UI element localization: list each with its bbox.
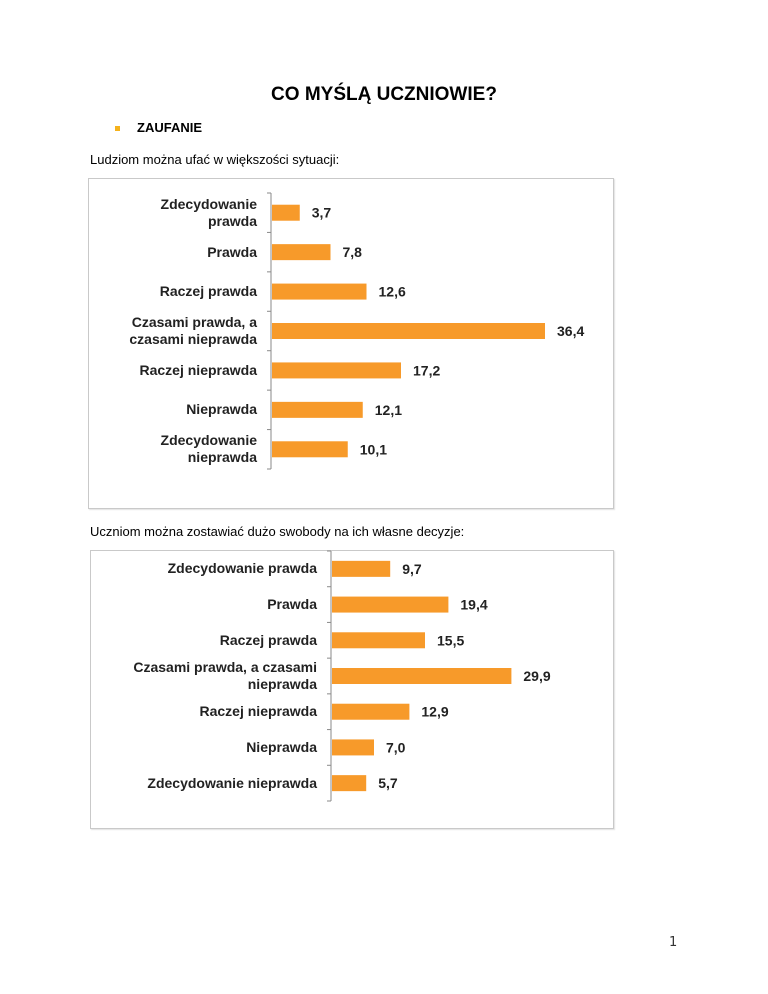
- category-label: Zdecydowanie nieprawda: [161, 432, 257, 466]
- category-label-line: Nieprawda: [246, 738, 317, 755]
- category-label-line: Raczej prawda: [159, 283, 257, 300]
- data-label: 29,9: [523, 668, 550, 684]
- category-label: Czasami prawda, a czasami nieprawda: [133, 659, 317, 693]
- category-label-line: Prawda: [207, 243, 257, 260]
- data-label: 36,4: [557, 323, 584, 339]
- bar: [272, 204, 300, 221]
- bar: [272, 401, 363, 418]
- category-label-line: Raczej nieprawda: [199, 703, 318, 720]
- data-label: 17,2: [413, 362, 440, 378]
- bar: [272, 244, 331, 261]
- data-label: 9,7: [402, 561, 422, 577]
- data-label: 7,8: [343, 244, 363, 260]
- category-label-line: Prawda: [267, 596, 317, 613]
- chart-svg: 3,7 7,8 12,6 36,4 17,2 12,1 10,1: [267, 192, 584, 470]
- data-label: 3,7: [312, 205, 332, 221]
- page-number: 1: [669, 935, 678, 950]
- category-label-line: Zdecydowanie: [160, 432, 257, 449]
- category-label: Raczej prawda: [160, 283, 257, 300]
- category-label-line: Czasami prawda, a czasami: [133, 659, 317, 675]
- bar: [332, 668, 512, 684]
- bar: [332, 703, 410, 720]
- chart-svg: 9,7 19,4 15,5 29,9 12,9 7,0 5,7: [327, 550, 551, 802]
- bar: [332, 739, 374, 756]
- category-label: Zdecydowanie prawda: [168, 560, 317, 577]
- category-label-line: Zdecydowanie nieprawda: [147, 774, 317, 791]
- category-label-line: Nieprawda: [186, 401, 257, 418]
- category-label: Czasami prawda, a czasami nieprawda: [129, 314, 257, 348]
- category-label: Zdecydowanie prawda: [161, 196, 257, 230]
- category-label: Raczej nieprawda: [200, 703, 318, 720]
- bar: [272, 323, 545, 339]
- data-label: 10,1: [360, 441, 387, 457]
- bar: [272, 441, 348, 458]
- data-label: 12,6: [379, 284, 406, 300]
- category-label-line: prawda: [207, 212, 257, 229]
- category-label: Prawda: [207, 244, 257, 261]
- data-label: 7,0: [386, 739, 406, 755]
- category-label: Nieprawda: [246, 739, 317, 756]
- category-label-line: Czasami prawda, a: [131, 314, 257, 330]
- category-label: Nieprawda: [186, 401, 257, 418]
- category-label-line: nieprawda: [247, 676, 317, 692]
- data-label: 5,7: [378, 775, 398, 791]
- bar: [332, 775, 367, 792]
- question-1: Ludziom można ufać w większości sytuacji…: [90, 152, 340, 167]
- category-label: Prawda: [267, 596, 317, 613]
- bar: [272, 362, 401, 379]
- category-label: Raczej nieprawda: [140, 362, 258, 379]
- category-label-line: nieprawda: [187, 449, 257, 466]
- category-label-line: Zdecydowanie: [160, 195, 257, 212]
- chart-student-freedom: 9,7 19,4 15,5 29,9 12,9 7,0 5,7 Zdecydowanie pr…: [90, 550, 614, 829]
- bullet-icon: [115, 126, 120, 131]
- page-title: CO MYŚLĄ UCZNIOWIE?: [271, 84, 497, 105]
- data-label: 12,9: [421, 704, 448, 720]
- bar: [272, 283, 367, 300]
- category-label-line: Zdecydowanie prawda: [167, 560, 317, 577]
- data-label: 19,4: [460, 597, 487, 613]
- question-2: Uczniom można zostawiać dużo swobody na …: [90, 524, 465, 539]
- category-label-line: Raczej nieprawda: [139, 361, 258, 378]
- category-label: Raczej prawda: [220, 632, 317, 649]
- chart-trust-people: 3,7 7,8 12,6 36,4 17,2 12,1 10,1 Zdecydowanie pr…: [88, 178, 614, 509]
- bar: [332, 632, 425, 649]
- category-label-line: Raczej prawda: [219, 631, 317, 648]
- bar: [332, 596, 449, 613]
- data-label: 15,5: [437, 632, 464, 648]
- category-label-line: czasami nieprawda: [129, 331, 257, 347]
- category-label: Zdecydowanie nieprawda: [147, 775, 317, 792]
- data-label: 12,1: [375, 402, 402, 418]
- section-heading: ZAUFANIE: [137, 120, 202, 135]
- bar: [332, 560, 391, 577]
